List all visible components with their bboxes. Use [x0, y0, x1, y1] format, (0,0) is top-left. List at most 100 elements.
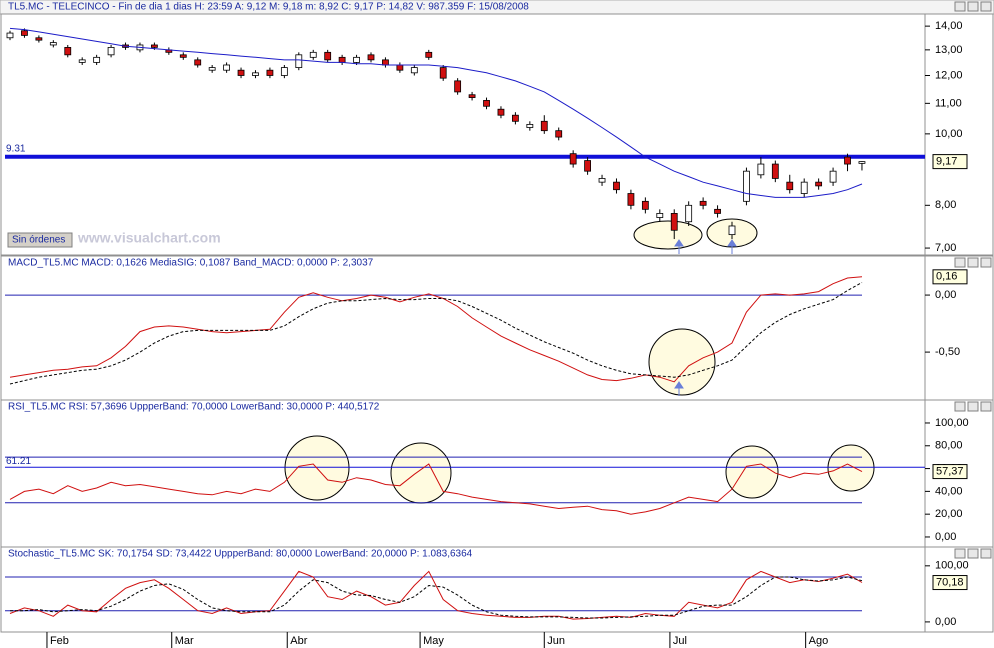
candle-body [237, 69, 245, 76]
candle-body [338, 56, 346, 63]
series-line [9, 570, 863, 620]
candle-body [685, 204, 693, 223]
x-tick-label: Feb [50, 635, 69, 647]
y-tick-label: 0,00 [935, 289, 956, 301]
y-tick-label: -0,50 [935, 346, 960, 358]
candle-body [800, 181, 808, 194]
current-value-box [932, 464, 968, 480]
candle-body [858, 161, 866, 164]
candle-body [526, 123, 534, 128]
axis-frame [924, 13, 994, 256]
y-tick-label: 0,00 [935, 531, 956, 543]
candle-body [569, 153, 577, 165]
y-tick-label: 8,00 [935, 199, 956, 211]
candle-body [815, 181, 823, 187]
candle-body [295, 54, 303, 68]
panel-title: TL5.MC - TELECINCO - Fin de dia 1 dias H… [8, 2, 529, 13]
candle-body [410, 67, 418, 74]
orders-button[interactable] [7, 232, 73, 248]
x-tick-label: Ago [809, 635, 829, 647]
window-button[interactable] [967, 548, 979, 559]
arrow [674, 239, 684, 254]
axis-frame [924, 546, 994, 633]
current-value-box [932, 575, 968, 591]
window-button[interactable] [980, 401, 992, 412]
y-tick-label: 100,00 [935, 417, 969, 429]
window-button[interactable] [954, 1, 966, 12]
window-button[interactable] [954, 257, 966, 268]
highlight-circle [725, 445, 779, 499]
candle-body [425, 51, 433, 58]
candle-body [584, 160, 591, 172]
current-value-label: 9,17 [936, 156, 957, 168]
series-line [10, 576, 863, 619]
y-tick-label: 14,00 [935, 20, 963, 32]
y-tick-label: 80,00 [935, 440, 963, 452]
panel-title: RSI_TL5.MC RSI: 57,3696 UppperBand: 70,0… [8, 402, 380, 413]
candle-body [439, 67, 447, 79]
candle-body [555, 130, 563, 138]
series-line [9, 27, 863, 198]
series-line [9, 282, 863, 385]
candle-body [786, 181, 794, 191]
window-button[interactable] [980, 548, 992, 559]
candle-body [266, 69, 274, 76]
candle-body [497, 108, 505, 116]
y-tick-label: 7,00 [935, 242, 956, 254]
y-tick-label: 20,00 [935, 508, 963, 520]
x-tick-label: Jul [673, 635, 687, 647]
window-button[interactable] [980, 257, 992, 268]
candle-body [714, 208, 721, 214]
window-button[interactable] [954, 548, 966, 559]
window-button[interactable] [954, 401, 966, 412]
candle-body [382, 59, 389, 66]
highlight-ellipse [633, 220, 703, 250]
candle-body [6, 32, 14, 39]
y-tick-label: 12,00 [935, 69, 963, 81]
candle-body [598, 178, 606, 183]
current-value-label: 57,37 [936, 465, 964, 477]
arrow [674, 381, 684, 396]
panel-title: MACD_TL5.MC MACD: 0,1626 MediaSIG: 0,108… [8, 258, 374, 269]
y-tick-label: 10,00 [935, 128, 963, 140]
candle-body [627, 193, 635, 206]
candle-body [252, 72, 259, 76]
candle-body [483, 100, 490, 107]
window-button[interactable] [967, 401, 979, 412]
x-tick-label: Jun [547, 635, 565, 647]
window-button[interactable] [967, 1, 979, 12]
candle-body [757, 163, 765, 176]
candle-body [728, 225, 736, 236]
candle-body [670, 213, 678, 231]
window-button[interactable] [980, 1, 992, 12]
y-tick-label: 100,00 [935, 560, 969, 572]
candle-body [35, 37, 43, 41]
highlight-circle [390, 442, 452, 504]
candle-body [699, 200, 707, 206]
candle-body [150, 44, 158, 48]
x-tick-label: Mar [175, 635, 194, 647]
arrow [727, 239, 737, 254]
candle-body [194, 59, 202, 66]
candle-body [280, 67, 288, 76]
level-label: 9.31 [6, 143, 26, 154]
candle-body [512, 114, 519, 122]
candle-body [179, 54, 187, 58]
x-tick-label: May [423, 635, 444, 647]
candle-body [107, 47, 115, 56]
current-value-label: 0,16 [936, 271, 957, 283]
candle-body [64, 47, 72, 56]
candle-body [656, 213, 664, 218]
candle-body [49, 42, 57, 46]
orders-button-label[interactable]: Sin órdenes [12, 235, 65, 246]
candle-body [208, 67, 216, 71]
x-tick-label: Abr [290, 635, 307, 647]
series-line [9, 463, 863, 515]
candle-body [396, 64, 404, 71]
candle-body [641, 200, 649, 210]
window-button[interactable] [967, 257, 979, 268]
candle-body [540, 120, 548, 132]
candle-body [223, 64, 231, 71]
